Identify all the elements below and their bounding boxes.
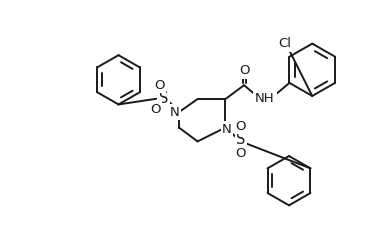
Text: N: N: [222, 123, 232, 136]
Text: O: O: [239, 64, 249, 77]
Text: S: S: [159, 91, 168, 106]
Text: N: N: [169, 106, 179, 119]
Text: O: O: [236, 147, 246, 160]
Text: S: S: [236, 132, 246, 147]
Text: NH: NH: [255, 92, 275, 105]
Text: O: O: [154, 79, 165, 92]
Text: Cl: Cl: [278, 37, 292, 50]
Text: O: O: [236, 120, 246, 132]
Text: O: O: [151, 103, 161, 116]
